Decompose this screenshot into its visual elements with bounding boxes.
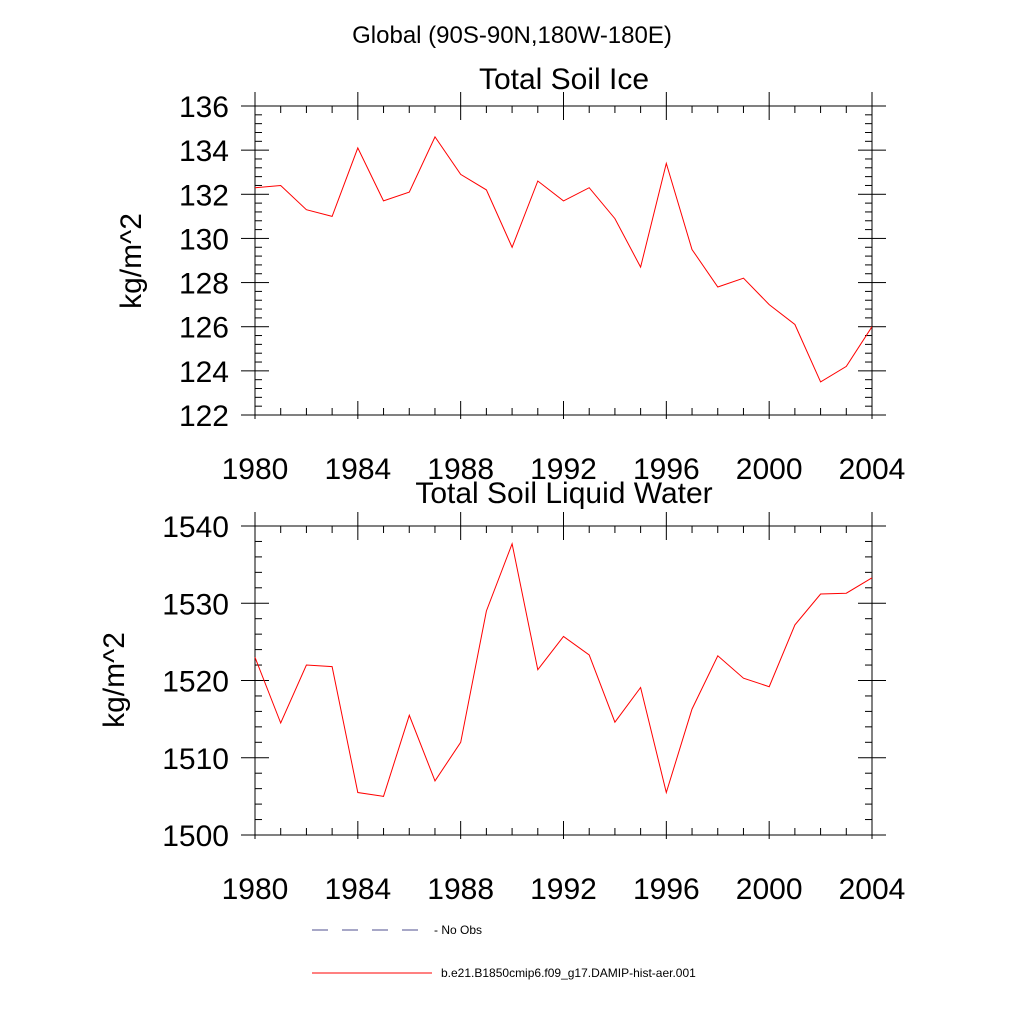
- series-line: [254, 542, 873, 797]
- chart-title: Total Soil Liquid Water: [415, 477, 712, 510]
- y-tick-label: 1510: [162, 743, 229, 776]
- y-axis-label: kg/m^2: [98, 632, 131, 728]
- legend-label-no-obs: - No Obs: [434, 923, 482, 937]
- plot-frame: [254, 105, 873, 416]
- legend-label-no-obs-dash: -: [434, 923, 441, 937]
- x-tick-label: 1980: [222, 873, 289, 906]
- y-tick-label: 136: [179, 91, 229, 124]
- x-tick-label: 1984: [324, 873, 391, 906]
- x-tick-label: 1980: [222, 453, 289, 486]
- x-tick-label: 1988: [427, 873, 494, 906]
- y-tick-label: 134: [179, 135, 229, 168]
- panel-total-soil-liquid-water: Total Soil Liquid Water kg/m^2 1980 1984 1…: [98, 477, 905, 906]
- x-tick-label: 1992: [530, 873, 597, 906]
- region-title: Global (90S-90N,180W-180E): [352, 22, 672, 49]
- y-tick-label: 1530: [162, 588, 229, 621]
- y-tick-label: 126: [179, 312, 229, 345]
- series-line: [254, 135, 873, 383]
- x-tick-label: 2004: [839, 453, 906, 486]
- legend: - No Obs b.e21.B1850cmip6.f09_g17.DAMIP-…: [312, 923, 696, 980]
- x-tick-label: 1988: [427, 453, 494, 486]
- y-tick-label: 1520: [162, 666, 229, 699]
- x-tick-label: 1996: [633, 873, 700, 906]
- panel-total-soil-ice: Total Soil Ice kg/m^2 1980 1984 1988 1992 19…: [115, 63, 905, 486]
- x-tick-label: 2000: [736, 873, 803, 906]
- x-tick-label: 2004: [839, 873, 906, 906]
- legend-label-model: b.e21.B1850cmip6.f09_g17.DAMIP-hist-aer.…: [441, 966, 696, 980]
- x-tick-label: 1984: [324, 453, 391, 486]
- plot-frame: [254, 525, 873, 836]
- y-tick-label: 122: [179, 400, 229, 433]
- y-tick-label: 130: [179, 223, 229, 256]
- y-axis-label: kg/m^2: [115, 213, 148, 309]
- y-tick-label: 128: [179, 268, 229, 301]
- x-tick-label: 1996: [633, 453, 700, 486]
- y-tick-label: 1540: [162, 511, 229, 544]
- y-tick-label: 124: [179, 356, 229, 389]
- legend-label-no-obs-text: No Obs: [441, 923, 482, 937]
- y-tick-label: 1500: [162, 820, 229, 853]
- x-tick-label: 2000: [736, 453, 803, 486]
- y-tick-label: 132: [179, 179, 229, 212]
- chart-title: Total Soil Ice: [479, 63, 649, 96]
- x-tick-label: 1992: [530, 453, 597, 486]
